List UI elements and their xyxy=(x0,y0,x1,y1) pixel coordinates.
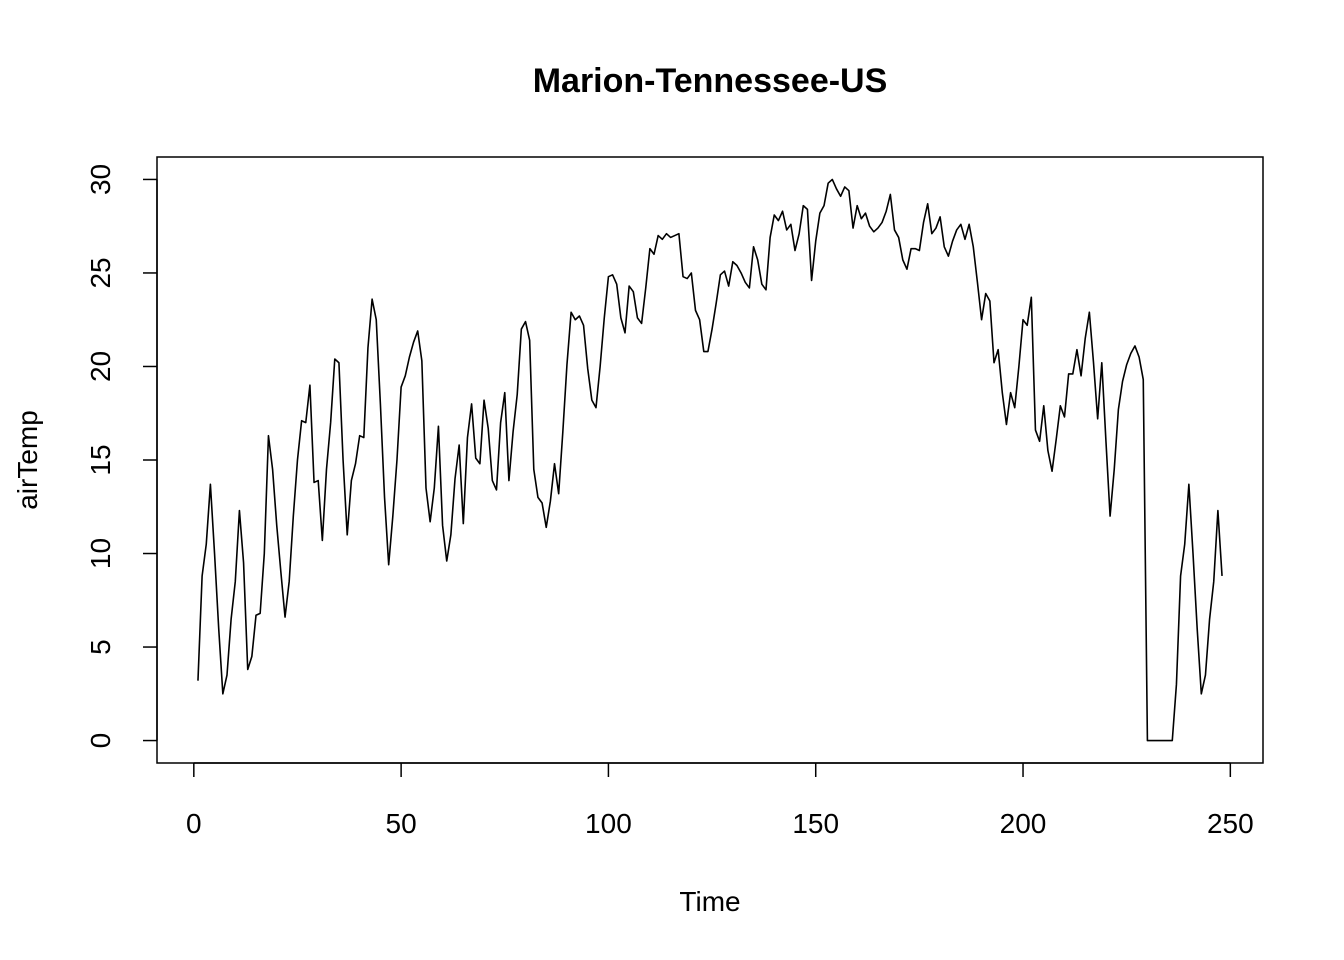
y-tick-label: 20 xyxy=(85,351,116,382)
y-tick-label: 0 xyxy=(85,733,116,749)
y-tick-label: 10 xyxy=(85,538,116,569)
y-tick-label: 25 xyxy=(85,257,116,288)
y-tick-label: 30 xyxy=(85,164,116,195)
x-tick-label: 0 xyxy=(186,808,202,839)
x-axis-label: Time xyxy=(679,886,740,917)
y-tick-label: 15 xyxy=(85,444,116,475)
x-tick-label: 200 xyxy=(1000,808,1047,839)
x-tick-label: 50 xyxy=(386,808,417,839)
x-tick-label: 150 xyxy=(792,808,839,839)
chart-title: Marion-Tennessee-US xyxy=(533,62,888,100)
y-axis-label: airTemp xyxy=(12,410,43,510)
y-tick-label: 5 xyxy=(85,639,116,655)
x-tick-label: 100 xyxy=(585,808,632,839)
plot-box xyxy=(156,156,1264,764)
x-tick-label: 250 xyxy=(1207,808,1254,839)
data-line xyxy=(197,178,1223,742)
